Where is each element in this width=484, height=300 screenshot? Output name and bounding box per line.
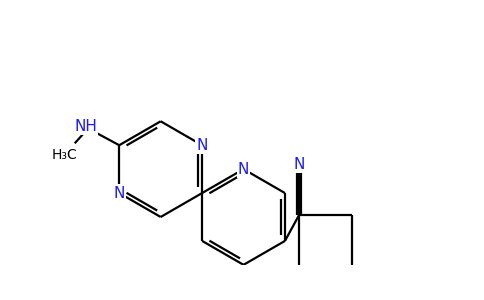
Text: H₃C: H₃C: [51, 148, 77, 162]
Text: N: N: [197, 138, 208, 153]
Text: N: N: [294, 157, 305, 172]
Text: N: N: [114, 186, 125, 201]
Text: N: N: [238, 162, 249, 177]
Text: NH: NH: [75, 118, 97, 134]
